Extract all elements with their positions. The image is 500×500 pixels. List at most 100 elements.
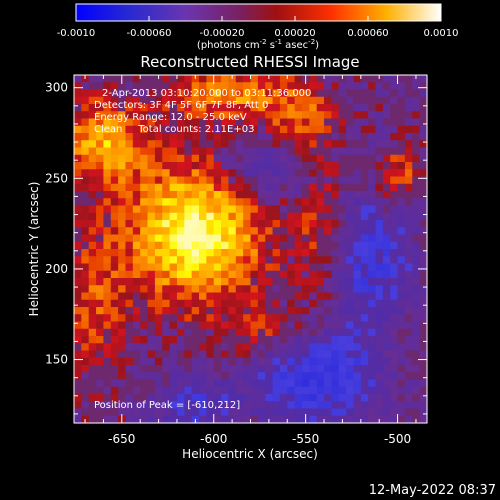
heatmap-pixel xyxy=(235,285,244,294)
heatmap-pixel xyxy=(162,154,171,163)
heatmap-pixel xyxy=(316,89,325,98)
heatmap-pixel xyxy=(199,89,207,98)
heatmap-pixel xyxy=(375,241,384,250)
heatmap-pixel xyxy=(110,104,119,112)
heatmap-pixel xyxy=(169,176,178,185)
heatmap-pixel xyxy=(162,249,171,257)
heatmap-pixel xyxy=(199,147,207,156)
heatmap-pixel xyxy=(235,140,244,149)
heatmap-pixel xyxy=(162,357,171,366)
heatmap-pixel xyxy=(88,408,97,417)
heatmap-pixel xyxy=(132,111,141,120)
heatmap-pixel xyxy=(309,394,318,402)
heatmap-pixel xyxy=(199,75,207,83)
heatmap-pixel xyxy=(228,394,237,402)
heatmap-pixel xyxy=(162,140,171,149)
heatmap-pixel xyxy=(272,401,281,410)
heatmap-pixel xyxy=(206,263,215,272)
heatmap-pixel xyxy=(279,401,288,410)
heatmap-pixel xyxy=(390,176,399,185)
heatmap-pixel xyxy=(412,256,421,265)
heatmap-pixel xyxy=(265,147,274,156)
heatmap-pixel xyxy=(301,314,310,323)
heatmap-pixel xyxy=(162,365,171,373)
heatmap-pixel xyxy=(96,415,105,424)
heatmap-pixel xyxy=(338,292,347,301)
x-tick-label: -550 xyxy=(292,432,319,446)
heatmap-pixel xyxy=(250,379,259,388)
heatmap-pixel xyxy=(221,256,230,265)
heatmap-pixel xyxy=(257,75,266,83)
heatmap-pixel xyxy=(154,212,163,221)
heatmap-pixel xyxy=(213,227,222,236)
heatmap-pixel xyxy=(272,169,281,178)
heatmap-pixel xyxy=(404,415,413,424)
heatmap-pixel xyxy=(176,133,185,141)
heatmap-pixel xyxy=(272,212,281,221)
heatmap-pixel xyxy=(324,350,332,359)
heatmap-pixel xyxy=(382,249,391,257)
heatmap-pixel xyxy=(169,104,178,112)
heatmap-pixel xyxy=(74,147,82,156)
heatmap-pixel xyxy=(199,394,207,402)
heatmap-pixel xyxy=(140,75,149,83)
heatmap-pixel xyxy=(162,234,171,243)
heatmap-pixel xyxy=(331,386,340,395)
heatmap-pixel xyxy=(228,379,237,388)
heatmap-pixel xyxy=(360,336,369,344)
heatmap-pixel xyxy=(206,191,215,199)
heatmap-pixel xyxy=(412,89,421,98)
heatmap-pixel xyxy=(397,75,406,83)
heatmap-pixel xyxy=(287,372,296,381)
heatmap-pixel xyxy=(243,336,252,344)
heatmap-pixel xyxy=(257,212,266,221)
heatmap-pixel xyxy=(316,386,325,395)
heatmap-pixel xyxy=(360,241,369,250)
heatmap-pixel xyxy=(74,227,82,236)
heatmap-pixel xyxy=(368,220,377,228)
heatmap-pixel xyxy=(110,212,119,221)
heatmap-pixel xyxy=(125,241,134,250)
heatmap-pixel xyxy=(162,241,171,250)
heatmap-pixel xyxy=(324,234,332,243)
heatmap-pixel xyxy=(206,270,215,279)
heatmap-pixel xyxy=(338,336,347,344)
heatmap-pixel xyxy=(279,278,288,286)
heatmap-pixel xyxy=(331,147,340,156)
heatmap-pixel xyxy=(243,111,252,120)
heatmap-pixel xyxy=(169,162,178,170)
heatmap-pixel xyxy=(96,133,105,141)
heatmap-pixel xyxy=(346,183,355,192)
heatmap-pixel xyxy=(257,198,266,207)
heatmap-pixel xyxy=(316,408,325,417)
heatmap-pixel xyxy=(382,183,391,192)
heatmap-pixel xyxy=(390,256,399,265)
heatmap-pixel xyxy=(316,401,325,410)
heatmap-pixel xyxy=(221,220,230,228)
heatmap-pixel xyxy=(96,118,105,127)
heatmap-pixel xyxy=(309,408,318,417)
heatmap-pixel xyxy=(132,75,141,83)
heatmap-pixel xyxy=(125,198,134,207)
heatmap-pixel xyxy=(162,212,171,221)
heatmap-pixel xyxy=(250,75,259,83)
heatmap-pixel xyxy=(96,82,105,91)
heatmap-pixel xyxy=(368,357,377,366)
heatmap-pixel xyxy=(309,249,318,257)
heatmap-pixel xyxy=(316,176,325,185)
heatmap-pixel xyxy=(250,82,259,91)
heatmap-pixel xyxy=(243,365,252,373)
heatmap-pixel xyxy=(338,401,347,410)
heatmap-pixel xyxy=(390,220,399,228)
heatmap-pixel xyxy=(316,169,325,178)
heatmap-pixel xyxy=(375,249,384,257)
heatmap-pixel xyxy=(176,241,185,250)
heatmap-pixel xyxy=(368,299,377,308)
heatmap-pixel xyxy=(110,350,119,359)
heatmap-pixel xyxy=(250,212,259,221)
heatmap-pixel xyxy=(221,241,230,250)
heatmap-pixel xyxy=(324,386,332,395)
heatmap-pixel xyxy=(110,372,119,381)
heatmap-pixel xyxy=(324,328,332,337)
heatmap-pixel xyxy=(301,321,310,330)
